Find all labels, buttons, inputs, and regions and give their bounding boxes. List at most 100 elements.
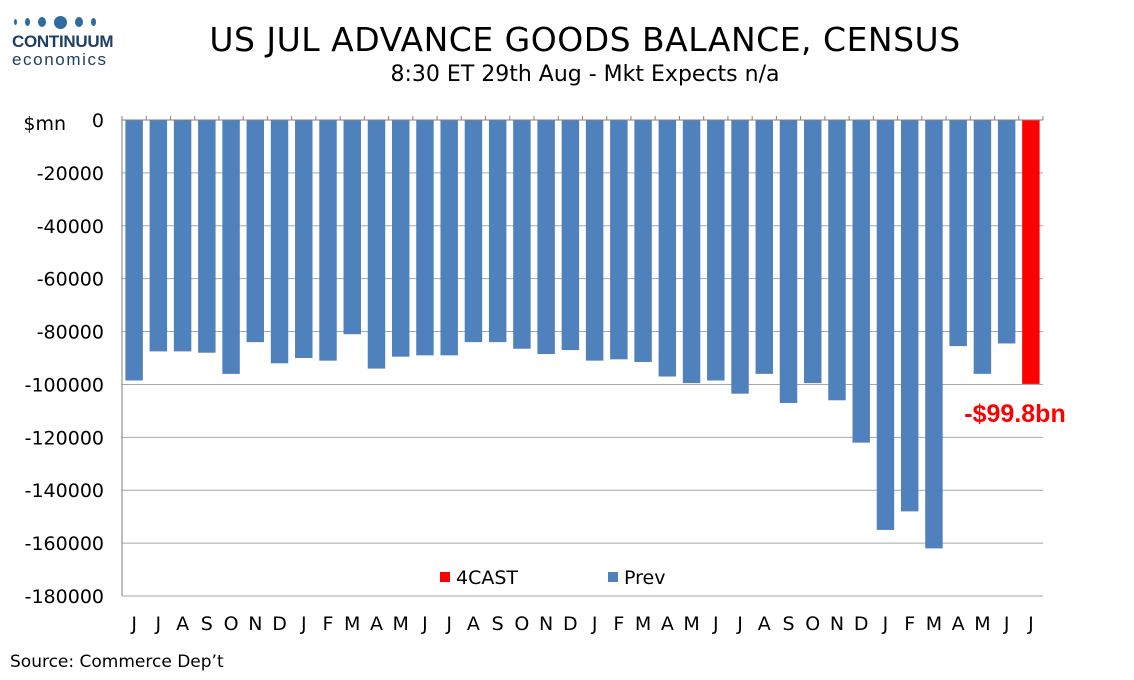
x-tick-label: J (1003, 613, 1010, 635)
x-tick-label: S (492, 613, 504, 635)
x-tick-label: F (904, 613, 915, 635)
bar-prev (973, 120, 992, 374)
x-tick-label: M (683, 613, 699, 635)
bar-prev (828, 120, 846, 401)
bar-prev (804, 120, 822, 384)
bar-prev (488, 120, 507, 343)
logo-wordmark-bottom: economics (12, 50, 108, 69)
bar-4cast (1022, 120, 1040, 384)
x-tick-label: A (370, 613, 383, 635)
forecast-annotation: -$99.8bn (964, 400, 1065, 428)
x-tick-label: J (421, 613, 428, 635)
x-tick-label: J (445, 613, 452, 635)
x-tick-label: D (854, 613, 869, 635)
bar-prev (852, 120, 870, 443)
chart-subtitle: 8:30 ET 29th Aug - Mkt Expects n/a (390, 62, 780, 87)
bar-prev (416, 120, 434, 356)
y-tick-label: -140000 (25, 480, 104, 502)
bar-prev (610, 120, 628, 360)
x-tick-label: A (952, 613, 965, 635)
x-tick-label: M (393, 613, 409, 635)
y-tick-label: -180000 (25, 586, 104, 608)
x-tick-label: J (155, 613, 162, 635)
y-tick-label: -80000 (37, 322, 104, 344)
x-tick-label: O (224, 613, 239, 635)
y-tick-label: -20000 (37, 163, 104, 185)
bar-prev (658, 120, 677, 377)
axes: 0 -20000 -40000 -60000 -80000 -100000 -120000 -… (25, 110, 1044, 635)
x-tick-label: J (130, 613, 137, 635)
x-tick-label: D (272, 613, 287, 635)
bar-prev (343, 120, 361, 335)
y-tick-label: -40000 (37, 216, 104, 238)
x-tick-label: S (201, 613, 213, 635)
bar-prev (149, 120, 168, 352)
bar-prev (755, 120, 774, 374)
x-tick-label: D (563, 613, 578, 635)
y-tick-label: 0 (92, 110, 104, 132)
bar-prev (682, 120, 701, 384)
bar-prev (198, 120, 216, 353)
x-tick-label: S (782, 613, 794, 635)
bars (125, 120, 1040, 549)
legend-label-prev: Prev (624, 567, 665, 589)
bar-prev (585, 120, 604, 361)
x-tick-label: J (736, 613, 743, 635)
bar-prev (900, 120, 919, 512)
x-tick-label: M (974, 613, 990, 635)
bar-prev (440, 120, 458, 356)
x-tick-label: F (323, 613, 334, 635)
bar-prev (949, 120, 967, 347)
x-tick-label: J (591, 613, 598, 635)
bar-prev (391, 120, 410, 357)
y-tick-label: -100000 (25, 374, 104, 396)
bar-prev (876, 120, 895, 530)
bar-prev (779, 120, 798, 403)
x-tick-label: N (539, 613, 553, 635)
bar-prev (513, 120, 531, 349)
bar-prev (634, 120, 652, 362)
legend-label-4cast: 4CAST (456, 567, 518, 589)
x-tick-label: M (635, 613, 651, 635)
bar-prev (222, 120, 240, 374)
x-tick-label: A (758, 613, 771, 635)
bar-prev (125, 120, 143, 381)
bar-prev (925, 120, 943, 549)
bar-prev (537, 120, 555, 355)
y-tick-label: -160000 (25, 533, 104, 555)
x-tick-label: A (176, 613, 189, 635)
x-tick-label: A (661, 613, 674, 635)
x-tick-label: N (830, 613, 844, 635)
bar-prev (997, 120, 1016, 344)
x-tick-label: O (805, 613, 820, 635)
x-tick-label: J (882, 613, 889, 635)
x-tick-label: F (613, 613, 624, 635)
bar-prev (246, 120, 265, 343)
y-tick-label: -60000 (37, 269, 104, 291)
bar-prev (295, 120, 313, 358)
x-tick-label: J (1027, 613, 1034, 635)
bar-prev (731, 120, 749, 394)
legend-swatch-prev (608, 572, 618, 582)
legend: 4CAST Prev (440, 567, 665, 589)
logo-dots-icon (14, 14, 132, 30)
bar-prev (173, 120, 192, 352)
x-tick-label: N (248, 613, 262, 635)
bar-prev (561, 120, 580, 351)
y-tick-label: -120000 (25, 427, 104, 449)
bar-prev (319, 120, 337, 361)
legend-swatch-4cast (440, 572, 450, 582)
bar-prev (707, 120, 725, 381)
bar-prev (367, 120, 386, 369)
bar-prev (464, 120, 483, 343)
x-tick-label: A (467, 613, 480, 635)
x-tick-label: M (344, 613, 360, 635)
source-note: Source: Commerce Dep’t (10, 652, 224, 672)
x-tick-label: J (300, 613, 307, 635)
x-tick-label: J (712, 613, 719, 635)
chart-title: US JUL ADVANCE GOODS BALANCE, CENSUS (209, 20, 961, 59)
x-tick-label: M (926, 613, 942, 635)
x-tick-label: O (514, 613, 529, 635)
logo-wordmark-top: CONTINUUM (12, 32, 114, 51)
